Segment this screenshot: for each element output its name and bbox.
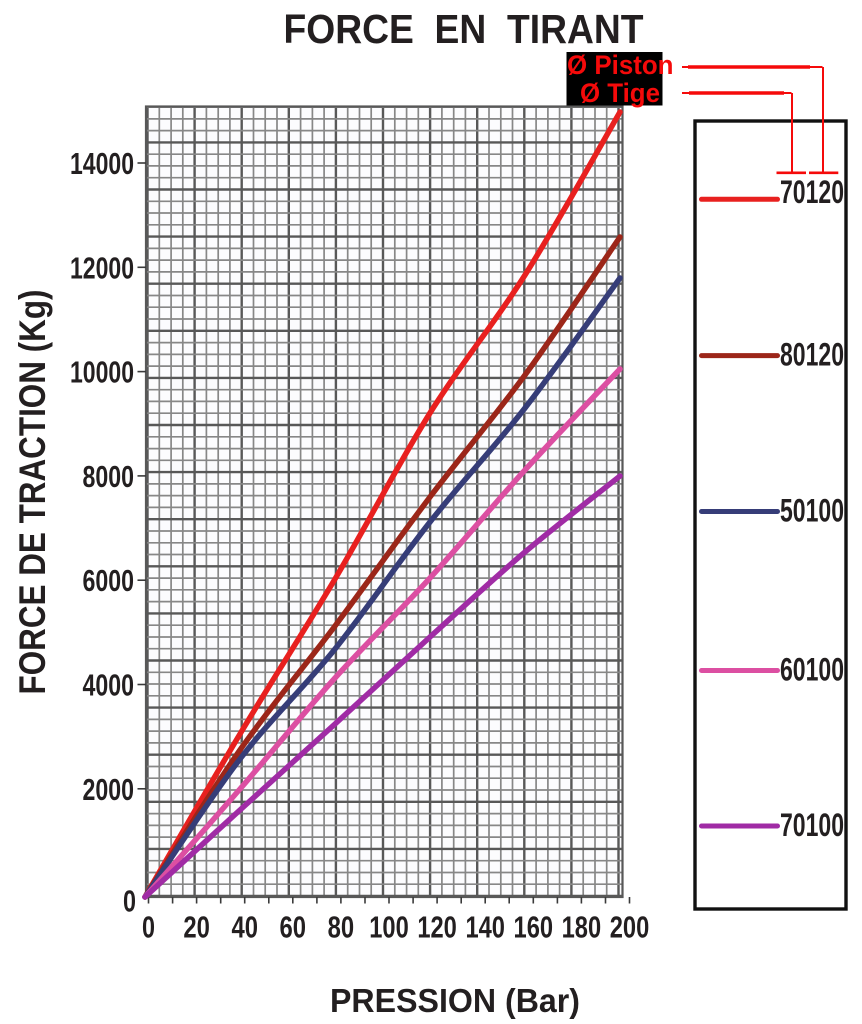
svg-text:PRESSION (Bar): PRESSION (Bar) — [330, 982, 580, 1019]
svg-text:80120: 80120 — [780, 337, 844, 373]
svg-text:6000: 6000 — [83, 563, 135, 598]
svg-text:120: 120 — [417, 910, 457, 945]
svg-text:Ø Tige: Ø Tige — [580, 78, 660, 108]
svg-text:100: 100 — [369, 910, 409, 945]
svg-text:14000: 14000 — [70, 146, 134, 181]
svg-text:12000: 12000 — [70, 250, 134, 285]
svg-text:0: 0 — [123, 884, 136, 919]
svg-text:60: 60 — [280, 910, 307, 945]
svg-text:160: 160 — [514, 910, 554, 945]
svg-text:140: 140 — [465, 910, 505, 945]
svg-text:70100: 70100 — [780, 807, 844, 843]
svg-text:FORCE DE TRACTION (Kg): FORCE DE TRACTION (Kg) — [12, 290, 53, 695]
svg-text:0: 0 — [142, 910, 155, 945]
svg-text:4000: 4000 — [83, 668, 135, 703]
svg-text:200: 200 — [610, 910, 650, 945]
svg-text:80: 80 — [328, 910, 355, 945]
svg-text:60100: 60100 — [780, 652, 844, 688]
svg-text:Ø Piston: Ø Piston — [567, 50, 674, 80]
svg-text:10000: 10000 — [70, 355, 134, 390]
svg-text:70120: 70120 — [780, 174, 844, 210]
svg-text:2000: 2000 — [83, 772, 135, 807]
svg-text:180: 180 — [562, 910, 602, 945]
svg-text:50100: 50100 — [780, 493, 844, 529]
svg-text:8000: 8000 — [83, 459, 135, 494]
svg-text:40: 40 — [231, 910, 258, 945]
svg-text:20: 20 — [183, 910, 210, 945]
svg-text:FORCE EN TIRANT: FORCE EN TIRANT — [284, 6, 644, 52]
